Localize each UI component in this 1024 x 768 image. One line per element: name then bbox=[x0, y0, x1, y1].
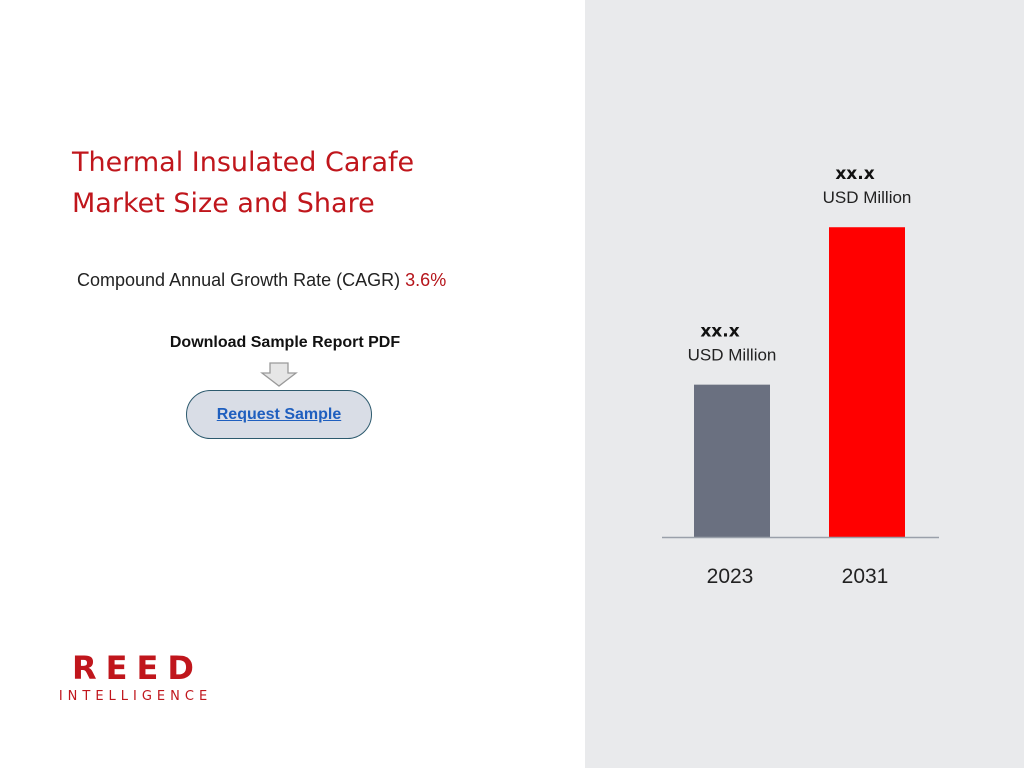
bar-2023 bbox=[694, 384, 770, 537]
x-tick-2023: 2023 bbox=[707, 565, 754, 588]
cagr-value: 3.6% bbox=[405, 270, 447, 290]
title-line-2: Market Size and Share bbox=[72, 188, 375, 219]
bar-value-label-2031: xx.x bbox=[835, 164, 874, 184]
down-arrow-icon bbox=[260, 362, 298, 387]
bar-2031 bbox=[829, 227, 905, 537]
logo-text-bottom: INTELLIGENCE bbox=[58, 689, 213, 704]
logo-text-top: REED bbox=[72, 649, 203, 687]
cagr-statement: Compound Annual Growth Rate (CAGR) 3.6% bbox=[77, 270, 446, 291]
page-title: Thermal Insulated Carafe Market Size and… bbox=[72, 142, 414, 224]
x-tick-2031: 2031 bbox=[842, 565, 889, 588]
bar-unit-label-2023: USD Million bbox=[688, 346, 777, 365]
download-label: Download Sample Report PDF bbox=[169, 334, 401, 351]
chart-panel bbox=[585, 0, 1024, 768]
bar-unit-label-2031: USD Million bbox=[823, 188, 912, 207]
title-line-1: Thermal Insulated Carafe bbox=[72, 147, 415, 178]
bar-value-label-2023: xx.x bbox=[700, 322, 739, 342]
request-sample-button[interactable]: Request Sample bbox=[186, 390, 372, 439]
cagr-label: Compound Annual Growth Rate (CAGR) bbox=[77, 270, 401, 290]
reed-intelligence-logo: REED INTELLIGENCE bbox=[52, 650, 214, 706]
